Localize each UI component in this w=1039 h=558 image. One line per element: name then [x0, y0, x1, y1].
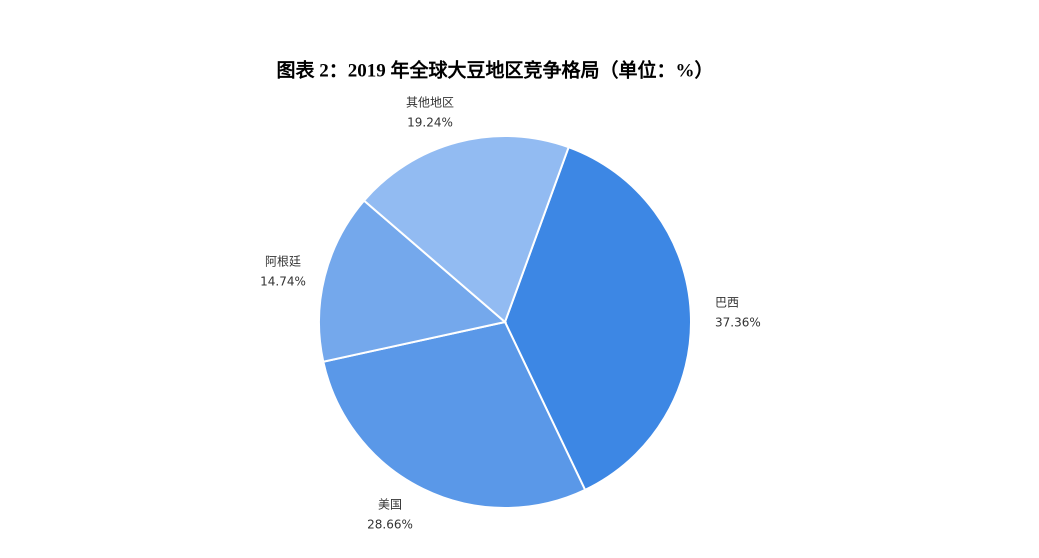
slice-value-label: 37.36% — [715, 316, 761, 330]
slice-label: 阿根廷 — [265, 255, 301, 269]
slice-value-label: 19.24% — [407, 116, 453, 130]
pie-slice — [322, 320, 587, 509]
pie-slice — [362, 135, 570, 324]
chart-title: 图表 2：2019 年全球大豆地区竞争格局（单位：%） — [276, 58, 713, 81]
slice-label: 美国 — [378, 498, 402, 512]
slice-value-label: 14.74% — [260, 275, 306, 289]
slice-label: 其他地区 — [406, 96, 454, 110]
slice-value-label: 28.66% — [367, 518, 413, 532]
pie-slice — [503, 145, 692, 492]
pie-slice — [318, 199, 508, 363]
slice-label: 巴西 — [715, 296, 739, 310]
